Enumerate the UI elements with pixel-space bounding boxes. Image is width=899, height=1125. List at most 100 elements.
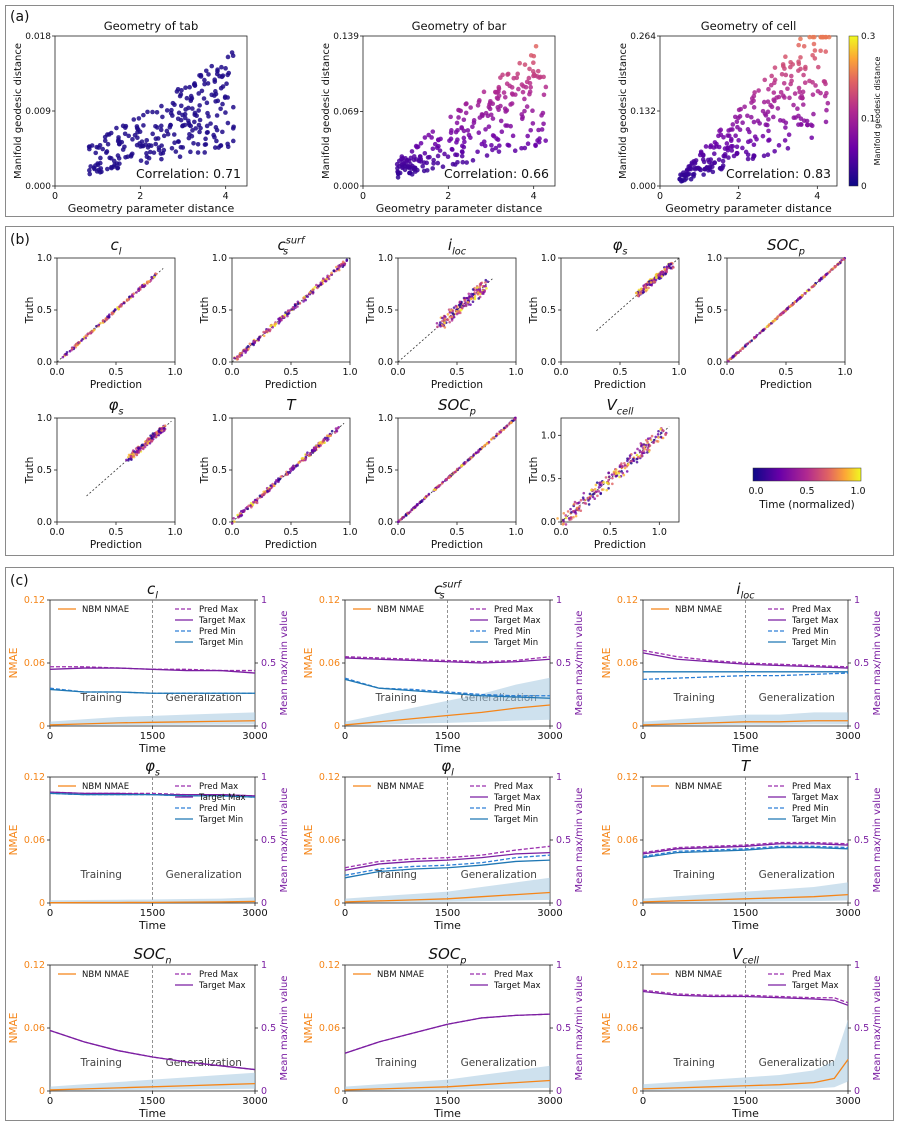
b-scatter-points xyxy=(634,261,675,298)
b-scatter-point xyxy=(589,494,592,498)
c-nmae-band xyxy=(643,1019,848,1091)
a-scatter-point xyxy=(217,73,222,79)
b-scatter-point xyxy=(556,517,559,520)
b-scatter-point xyxy=(635,453,639,457)
a-scatter-point xyxy=(224,81,229,87)
b-scatter-point xyxy=(327,274,331,278)
c-y-axis-label: NMAE xyxy=(601,1013,613,1044)
b-scatter-point xyxy=(505,425,509,428)
b-y-axis-label: Truth xyxy=(365,297,377,325)
a-scatter-point xyxy=(736,107,742,113)
a-scatter-point xyxy=(449,128,454,133)
a-scatter-point xyxy=(531,60,536,66)
a-scatter-point xyxy=(196,108,201,113)
a-y-tick-label: 0.069 xyxy=(333,108,359,118)
c-legend-label: Pred Min xyxy=(792,804,829,814)
panel-label-c: (c) xyxy=(10,573,29,589)
b-scatter-point xyxy=(284,311,287,314)
b-scatter-point xyxy=(452,313,456,316)
a-scatter-point xyxy=(538,74,543,80)
a-scatter-point xyxy=(220,129,225,135)
b-scatter-point xyxy=(483,289,487,292)
a-scatter-point xyxy=(536,139,542,145)
b-scatter-point xyxy=(607,478,610,482)
a-scatter-point xyxy=(781,118,786,124)
a-scatter-point xyxy=(686,171,692,177)
c-x-axis-label: Time xyxy=(731,742,759,755)
a-scatter-point xyxy=(188,123,194,129)
c-y2-axis-label: Mean max/min value xyxy=(279,976,290,1081)
b-y-tick-label: 0.5 xyxy=(541,305,556,316)
c-legend-label: Pred Min xyxy=(792,627,829,637)
c-series-line xyxy=(344,677,550,697)
c-x-tick-label: 0 xyxy=(640,731,646,742)
a-scatter-point xyxy=(400,159,406,165)
c-x-tick-label: 1500 xyxy=(733,1096,758,1107)
a-scatter-point xyxy=(169,107,174,113)
b-scatter-point xyxy=(75,342,78,346)
c-series-line xyxy=(344,704,551,726)
c-y-axis-label: NMAE xyxy=(303,1013,315,1044)
a-scatter-point xyxy=(138,144,143,149)
b-scatter-point xyxy=(232,516,235,520)
a-scatter-point xyxy=(231,138,236,144)
a-scatter-point xyxy=(772,148,777,154)
b-scatter-point xyxy=(338,265,341,269)
b-scatter-point xyxy=(345,259,349,263)
c-series-line xyxy=(49,688,255,694)
b-scatter-point xyxy=(602,480,605,484)
a-scatter-point xyxy=(463,101,469,107)
a-x-tick-label: 4 xyxy=(531,191,537,202)
a-scatter-point xyxy=(720,165,725,171)
b-scatter-point xyxy=(448,320,451,324)
b-scatter-point xyxy=(562,511,566,515)
a-scatter-points xyxy=(677,34,832,184)
c-nmae-band xyxy=(643,882,848,903)
a-x-tick-label: 4 xyxy=(814,191,820,202)
a-scatter-point xyxy=(476,99,482,105)
c-y-tick-label: 0 xyxy=(632,898,638,909)
b-scatter-point xyxy=(341,260,345,264)
a-scatter-point xyxy=(422,135,428,140)
a-scatter-point xyxy=(153,141,159,147)
b-scatter-point xyxy=(449,308,452,312)
a-scatter-point xyxy=(418,140,424,146)
a-scatter-point xyxy=(141,123,146,128)
a-y-tick-label: 0.139 xyxy=(333,32,359,42)
b-x-tick-label: 1.0 xyxy=(652,527,667,538)
b-scatter-point xyxy=(655,273,658,276)
a-scatter-point xyxy=(745,113,750,119)
b-scatter-point xyxy=(762,329,765,332)
a-scatter-point xyxy=(781,81,787,86)
b-scatter-point xyxy=(274,322,278,326)
c-y2-tick-label: 0 xyxy=(261,898,267,909)
b-scatter-point xyxy=(477,297,481,300)
b-scatter-point xyxy=(611,476,614,480)
b-scatter-point xyxy=(598,483,602,487)
b-scatter-point xyxy=(302,300,305,303)
a-scatter-point xyxy=(785,86,790,92)
b-scatter-point xyxy=(291,466,295,470)
c-series-line xyxy=(642,720,848,726)
a-scatter-point xyxy=(527,66,532,72)
a-scatter-point xyxy=(144,137,150,143)
a-scatter-point xyxy=(812,56,818,61)
b-scatter-point xyxy=(478,286,482,289)
b-scatter-point xyxy=(238,352,242,355)
b-scatter-point xyxy=(119,303,123,307)
b-scatter-point xyxy=(311,288,315,292)
a-correlation-annotation: Correlation: 0.66 xyxy=(444,166,549,181)
b-scatter-point xyxy=(397,520,400,524)
a-scatter-point xyxy=(497,143,502,148)
a-scatter-point xyxy=(484,153,490,158)
a-scatter-point xyxy=(122,131,128,137)
c-y-tick-label: 0.12 xyxy=(319,772,340,783)
a-scatter-point xyxy=(785,146,791,151)
a-scatter-point xyxy=(449,146,455,152)
b-scatter-point xyxy=(269,324,272,328)
b-scatter-point xyxy=(636,447,639,451)
b-scatter-point xyxy=(237,516,240,519)
b-scatter-point xyxy=(288,467,292,471)
b-scatter-point xyxy=(460,306,464,310)
